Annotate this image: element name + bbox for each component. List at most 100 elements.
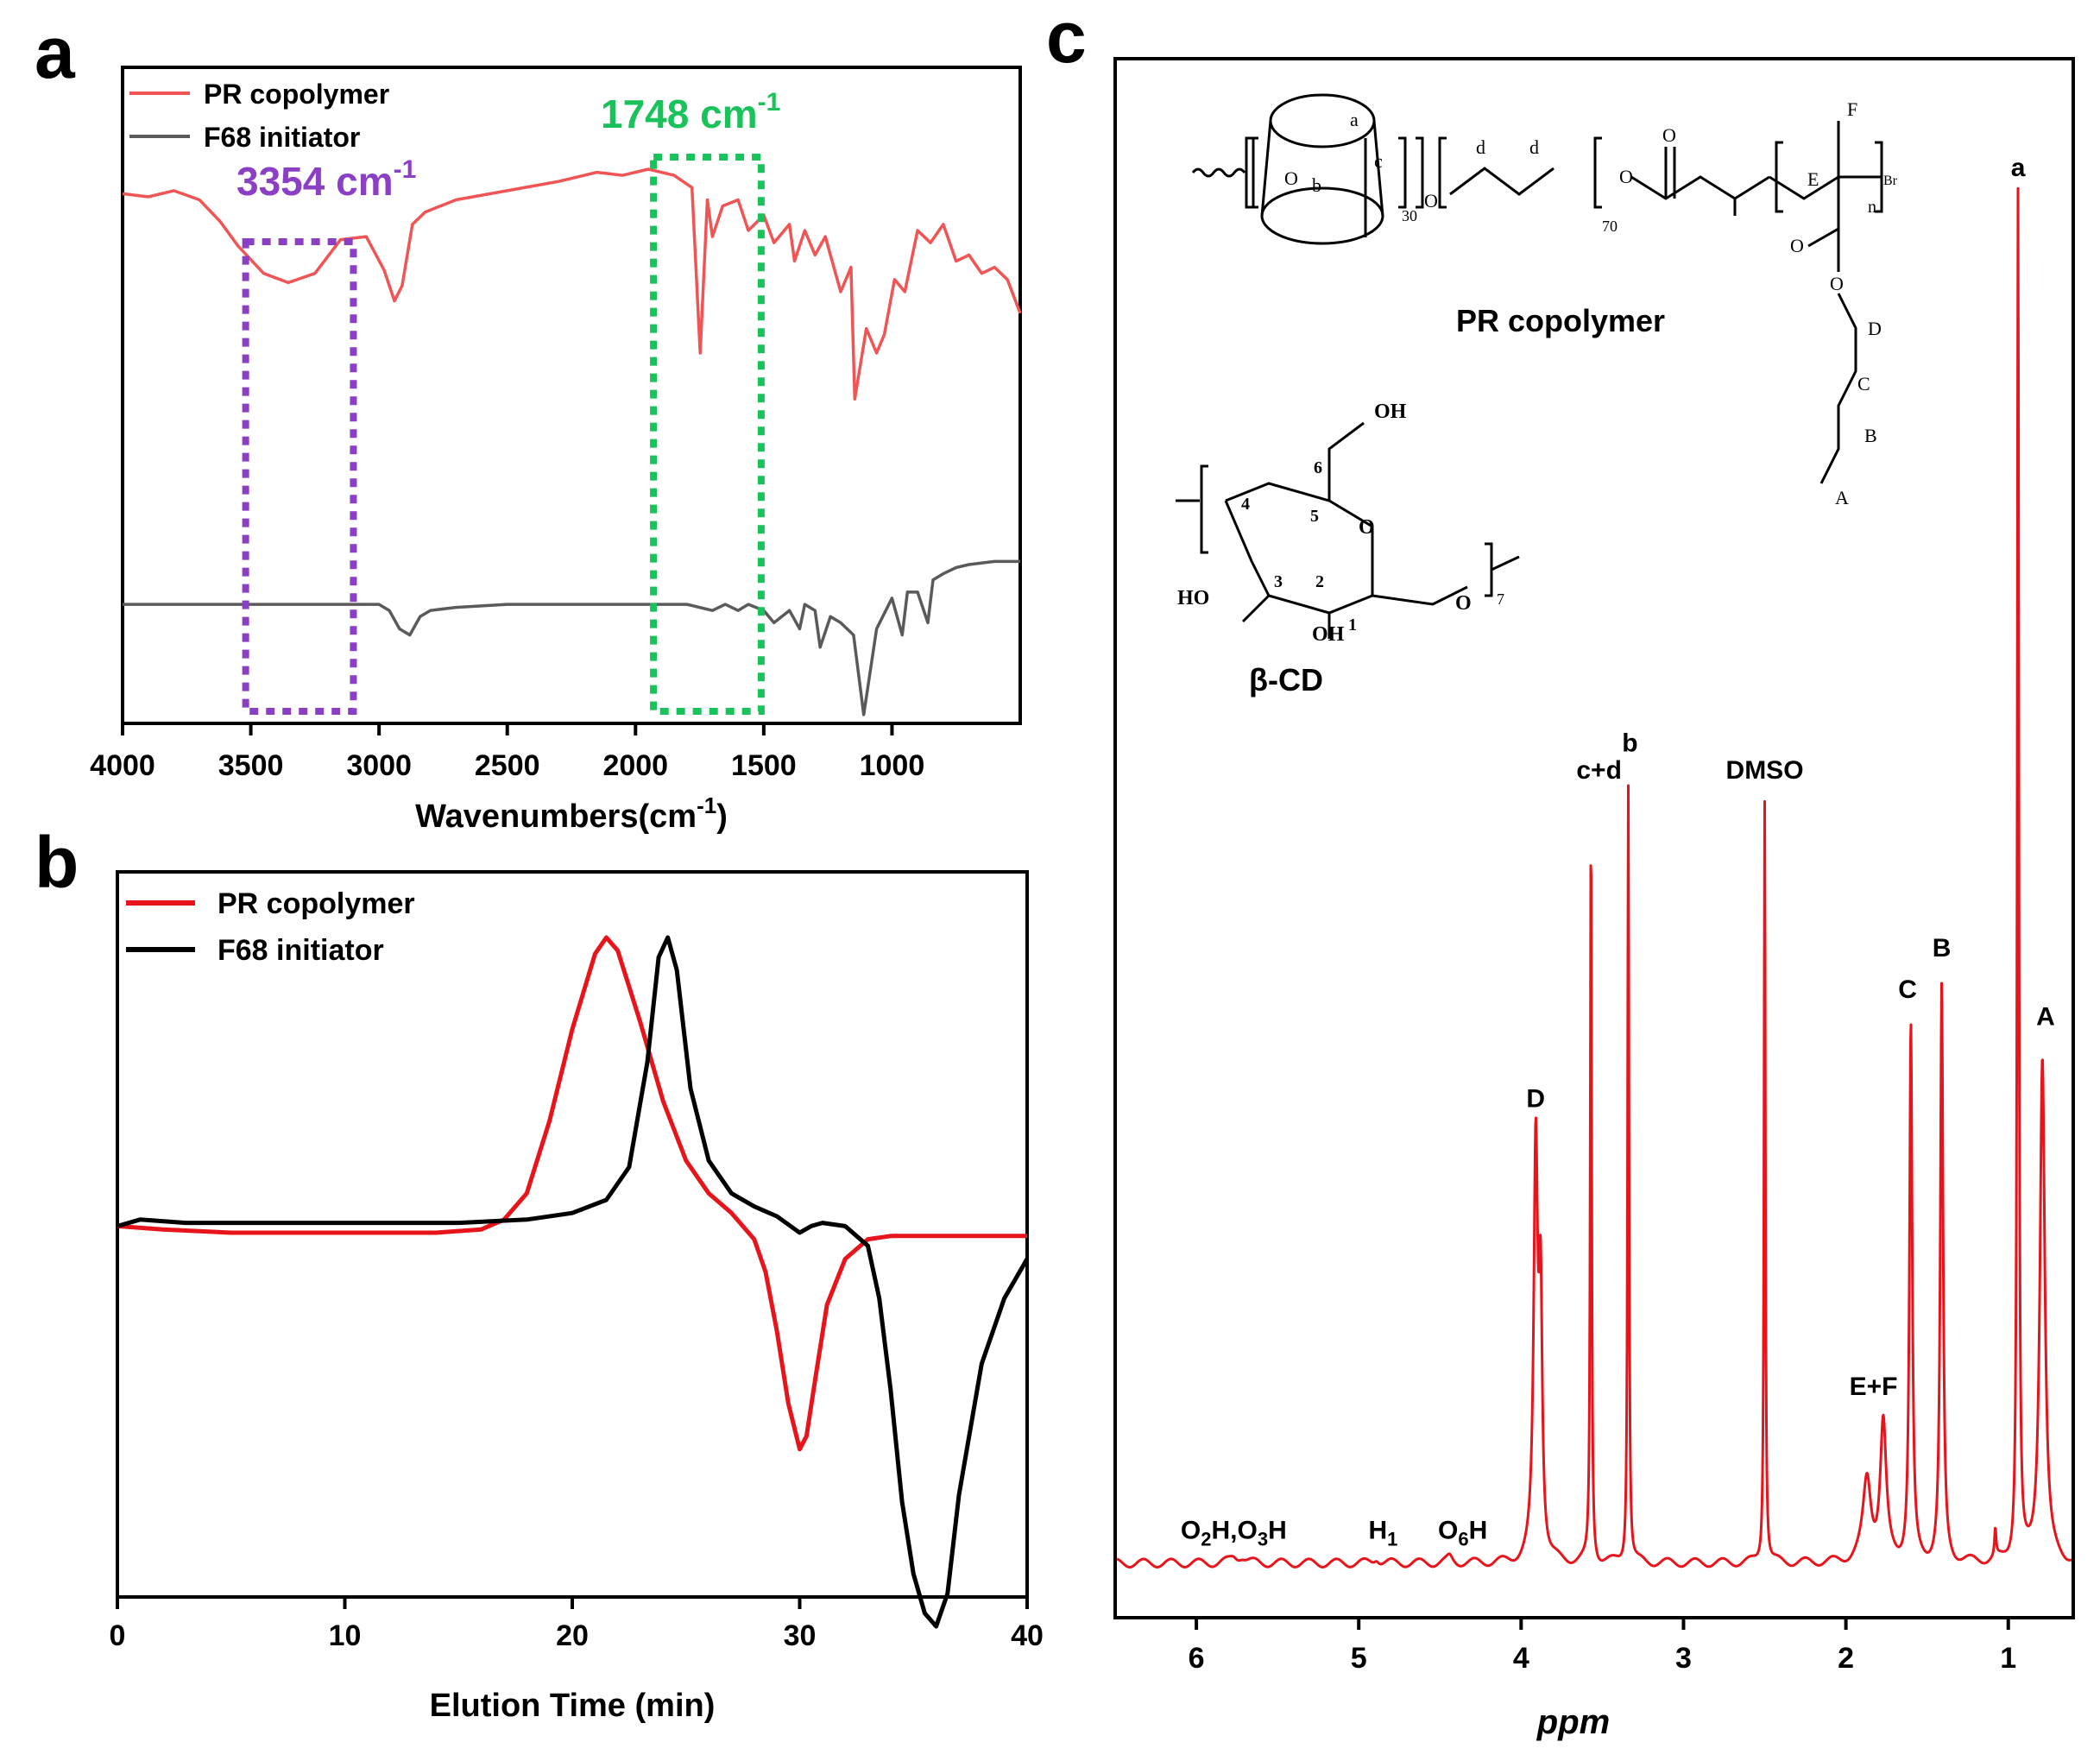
label-d2: d xyxy=(1529,136,1539,158)
label-F: F xyxy=(1847,98,1857,120)
peak-label: C xyxy=(1898,975,1917,1004)
peak-label: O2H,O3H xyxy=(1181,1516,1287,1550)
panel-b-x-ticks: 0 10 20 30 40 xyxy=(110,1597,1044,1652)
panel-a-annotations: 3354 cm-1 1748 cm-1 xyxy=(236,88,780,715)
legend-label-f68: F68 initiator xyxy=(218,934,384,967)
bcd-link-bond xyxy=(1372,585,1468,606)
bcd-ring-O: O xyxy=(1359,516,1375,539)
label-E: E xyxy=(1807,168,1819,190)
bcd-num-6: 6 xyxy=(1314,458,1322,477)
bracket-n-right xyxy=(1875,141,1883,213)
carbonyl-bond xyxy=(1664,147,1676,199)
annotation-label-3354: 3354 cm-1 xyxy=(236,155,416,204)
x-tick-label: 5 xyxy=(1351,1642,1367,1675)
panel-label-b: b xyxy=(35,822,79,903)
panel-a-x-axis-title: Wavenumbers(cm-1) xyxy=(415,792,728,835)
peak-label: A xyxy=(2036,1003,2055,1032)
bcd-OH-top: OH xyxy=(1374,401,1407,423)
bracket-left-1 xyxy=(1245,136,1253,209)
peak-label: D xyxy=(1526,1085,1545,1114)
annotation-box-3354 xyxy=(242,238,357,715)
peak-label: DMSO xyxy=(1726,756,1804,785)
subscript-30: 30 xyxy=(1402,207,1417,224)
bracket-right-1 xyxy=(1398,136,1407,209)
panel-a-legend: PR copolymer F68 initiator xyxy=(129,79,389,153)
label-b: b xyxy=(1312,174,1321,196)
beta-cd-structure xyxy=(1176,421,1520,639)
panel-b-x-axis-title: Elution Time (min) xyxy=(430,1688,716,1724)
x-tick-label: 20 xyxy=(556,1619,589,1652)
peak-label: H1 xyxy=(1368,1516,1397,1550)
cd-side-left xyxy=(1260,120,1272,217)
x-tick-label: 2500 xyxy=(475,749,540,782)
beta-cd-title: β-CD xyxy=(1249,662,1323,697)
bcd-bracket-left xyxy=(1200,464,1208,554)
peak-label: a xyxy=(2011,154,2026,182)
label-d1: d xyxy=(1476,136,1485,158)
panel-label-a: a xyxy=(35,12,76,93)
bcd-HO-left: HO xyxy=(1177,587,1209,609)
label-c: c xyxy=(1374,150,1383,172)
bcd-ch2oh xyxy=(1327,421,1365,501)
atom-O3: O xyxy=(1619,166,1633,187)
x-tick-label: 6 xyxy=(1189,1642,1205,1675)
atom-O4: O xyxy=(1662,124,1676,146)
bracket-peg-right xyxy=(1593,136,1602,209)
label-A: A xyxy=(1835,487,1849,508)
bcd-link-O: O xyxy=(1455,592,1472,615)
x-tick-label: 40 xyxy=(1011,1619,1044,1652)
bcd-num-3: 3 xyxy=(1274,572,1283,591)
panel-b-legend: PR copolymer F68 initiator xyxy=(126,887,415,967)
bcd-right-stub xyxy=(1491,555,1520,571)
bcd-bracket-right xyxy=(1485,542,1493,597)
atom-O2: O xyxy=(1424,190,1438,211)
peak-label: B xyxy=(1933,934,1952,963)
ester-chain xyxy=(1630,175,1770,200)
peg-chain xyxy=(1449,167,1555,196)
bracket-peg-left xyxy=(1438,136,1447,209)
bracket-n-left xyxy=(1775,141,1783,213)
x-tick-label: 4 xyxy=(1513,1642,1529,1675)
subscript-70: 70 xyxy=(1602,218,1618,235)
atom-O1: O xyxy=(1284,167,1298,189)
bracket-left-2 xyxy=(1252,136,1258,209)
panel-c-x-axis-title: ppm xyxy=(1536,1703,1610,1741)
label-D: D xyxy=(1868,318,1882,339)
x-tick-label: 1000 xyxy=(860,749,925,782)
bcd-OH-bottom: OH xyxy=(1312,623,1345,646)
cyclodextrin-top-ellipse xyxy=(1269,93,1376,148)
bcd-subscript-7: 7 xyxy=(1497,590,1504,608)
panel-c-series xyxy=(1116,186,2072,1568)
legend-label-pr: PR copolymer xyxy=(204,79,389,110)
panel-b: 0 10 20 30 40 Elution Time (min) PR copolyme… xyxy=(110,870,1044,1724)
bcd-num-5: 5 xyxy=(1310,507,1319,526)
peak-label: O6H xyxy=(1438,1516,1487,1550)
pr-copolymer-structure xyxy=(1191,93,1883,484)
x-tick-label: 3 xyxy=(1675,1642,1692,1675)
wavy-bond xyxy=(1191,167,1246,178)
label-a: a xyxy=(1350,109,1359,130)
peak-label: b xyxy=(1622,729,1637,757)
panel-c-x-ticks: 6 5 4 3 2 1 xyxy=(1189,1618,2016,1675)
atom-Br: Br xyxy=(1883,174,1898,188)
panel-a: 4000 3500 3000 2500 2000 1500 1000 Wavenumbers… xyxy=(90,66,1022,835)
panel-a-x-ticks: 4000 3500 3000 2500 2000 1500 1000 xyxy=(90,723,924,782)
panel-label-c: c xyxy=(1046,0,1087,78)
backbone xyxy=(1769,175,1882,200)
annotation-box-1748 xyxy=(650,154,765,715)
x-tick-label: 10 xyxy=(329,1619,362,1652)
cyclodextrin-bottom-ellipse xyxy=(1260,186,1384,245)
ester-side xyxy=(1807,177,1840,272)
annotation-label-1748: 1748 cm-1 xyxy=(601,88,780,136)
bracket-right-2 xyxy=(1416,136,1424,209)
x-tick-label: 1500 xyxy=(731,749,797,782)
gpc-f68-initiator-line xyxy=(117,935,1030,1629)
butyl-chain xyxy=(1819,293,1857,484)
panel-a-frame xyxy=(121,66,1022,725)
gpc-pr-copolymer-line xyxy=(117,935,1027,1452)
x-tick-label: 3000 xyxy=(346,749,412,782)
beta-cd-structure-labels: OH 6 4 5 O 3 2 HO OH 1 O 7 β-CD xyxy=(1177,401,1504,697)
bcd-num-2: 2 xyxy=(1315,572,1324,591)
bcd-num-4: 4 xyxy=(1241,495,1250,514)
